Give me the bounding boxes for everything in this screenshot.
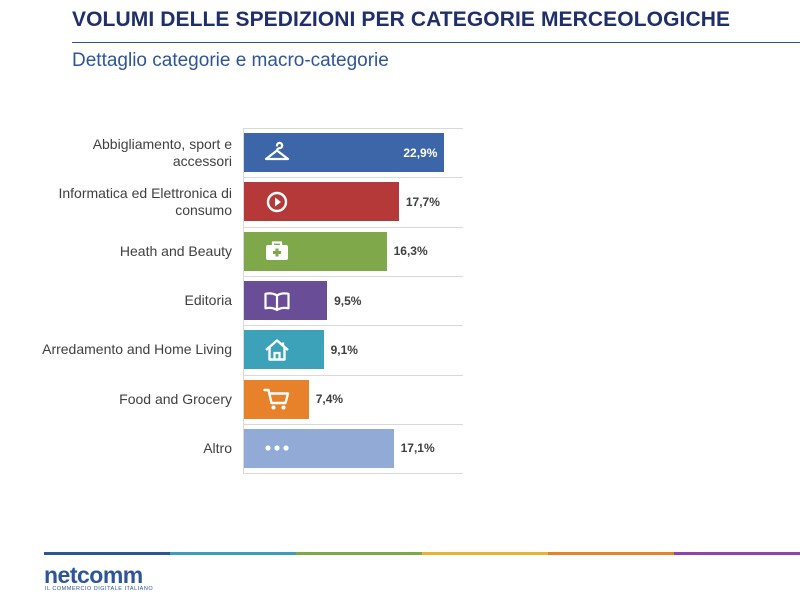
data-label: 17,1% <box>400 441 435 456</box>
row-separator <box>243 374 463 376</box>
bar <box>244 281 328 321</box>
category-label: Arredamento and Home Living <box>42 341 232 358</box>
footer-stripe-segment <box>422 552 548 555</box>
row-separator <box>243 275 463 277</box>
bar <box>244 133 445 173</box>
category-label: Heath and Beauty <box>119 242 232 259</box>
category-label: Informatica ed Elettronica di consumo <box>58 184 232 218</box>
data-label: 22,9% <box>403 145 438 160</box>
data-label: 16,3% <box>393 244 428 259</box>
bar <box>244 330 324 370</box>
logo-text: netcomm <box>44 562 143 588</box>
title-divider <box>72 42 800 43</box>
bar <box>244 182 399 222</box>
category-label: Food and Grocery <box>119 390 232 407</box>
row-separator <box>243 473 463 475</box>
footer-stripe-segment <box>296 552 422 555</box>
footer-stripe-segment <box>170 552 296 555</box>
page-title: VOLUMI DELLE SPEDIZIONI PER CATEGORIE ME… <box>72 8 731 31</box>
open-book-icon <box>260 287 294 315</box>
data-label: 17,7% <box>405 194 440 209</box>
data-label: 9,5% <box>334 293 362 308</box>
row-separator <box>243 177 463 179</box>
shopping-cart-icon <box>260 385 294 413</box>
footer-stripe-segment <box>548 552 674 555</box>
row-separator <box>243 226 463 228</box>
first-aid-kit-icon <box>260 237 294 265</box>
category-label: Editoria <box>184 292 232 309</box>
netcomm-logo: netcomm <box>44 562 143 589</box>
category-label: Abbigliamento, sport e accessori <box>92 135 232 169</box>
hanger-icon <box>260 139 294 167</box>
footer-color-stripe <box>44 552 800 555</box>
row-separator <box>243 423 463 425</box>
data-label: 9,1% <box>330 342 358 357</box>
logo-tagline: IL COMMERCIO DIGITALE ITALIANO <box>45 586 154 592</box>
bar <box>244 231 387 271</box>
page-subtitle: Dettaglio categorie e macro-categorie <box>72 50 389 71</box>
y-axis-line <box>243 128 244 474</box>
house-icon <box>260 336 294 364</box>
category-label: Altro <box>203 439 232 456</box>
play-circle-icon <box>260 188 294 216</box>
bar <box>244 428 394 468</box>
data-label: 7,4% <box>315 392 344 407</box>
footer-stripe-segment <box>674 552 800 555</box>
footer-stripe-segment <box>44 552 170 555</box>
bar <box>244 379 309 419</box>
row-separator <box>243 128 463 129</box>
ellipsis-icon <box>260 434 294 462</box>
row-separator <box>243 325 463 327</box>
